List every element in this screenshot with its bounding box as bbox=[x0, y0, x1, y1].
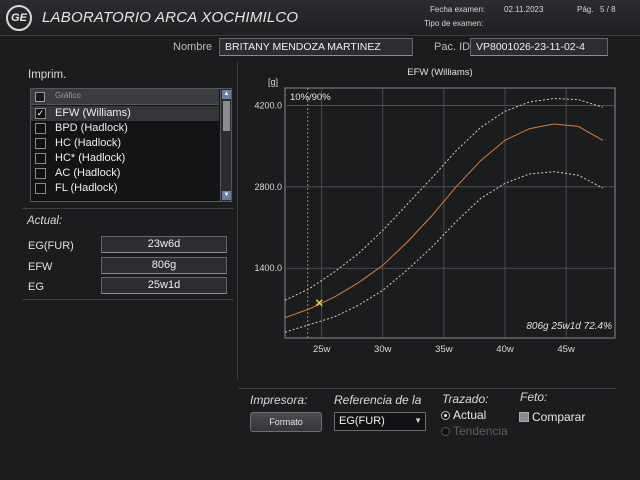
measurement-marker bbox=[315, 299, 323, 307]
scroll-thumb[interactable] bbox=[223, 101, 230, 131]
ga-label: EG bbox=[28, 281, 44, 293]
efw-value: 806g bbox=[101, 257, 227, 274]
printer-label: Impresora: bbox=[250, 393, 308, 407]
print-section-title: Imprim. bbox=[28, 69, 67, 81]
ga-lmp-label: EG(FUR) bbox=[28, 240, 74, 252]
trace-label: Trazado: bbox=[442, 392, 489, 406]
select-all-checkbox[interactable] bbox=[35, 92, 45, 102]
list-header-label: Gráfico bbox=[55, 91, 81, 100]
chevron-down-icon: ▼ bbox=[414, 416, 422, 425]
x-tick-label: 30w bbox=[374, 344, 392, 355]
list-scrollbar[interactable]: ▲ ▼ bbox=[220, 89, 231, 201]
trace-trend-radio[interactable] bbox=[441, 427, 450, 436]
reference-select-value: EG(FUR) bbox=[339, 415, 385, 427]
section-divider bbox=[22, 208, 234, 209]
chart-list-label: HC* (Hadlock) bbox=[55, 152, 126, 164]
measurement-readout: 806g 25w1d 72.4% bbox=[526, 321, 612, 332]
section-divider bbox=[22, 299, 234, 300]
exam-type-label: Tipo de examen: bbox=[424, 19, 484, 28]
chart-list-label: FL (Hadlock) bbox=[55, 182, 118, 194]
chart-list-checkbox[interactable] bbox=[35, 153, 46, 164]
x-tick-label: 45w bbox=[557, 344, 575, 355]
reference-select[interactable]: EG(FUR) ▼ bbox=[334, 412, 426, 431]
exam-date-value: 02.11.2023 bbox=[504, 5, 544, 14]
chart-list-item[interactable]: BPD (Hadlock) bbox=[31, 121, 219, 136]
plot-frame bbox=[284, 87, 616, 339]
y-tick-label: 4200.0 bbox=[254, 100, 282, 110]
chart-list-label: EFW (Williams) bbox=[55, 107, 131, 119]
exam-date-label: Fecha examen: bbox=[430, 5, 486, 14]
lab-title: LABORATORIO ARCA XOCHIMILCO bbox=[42, 9, 299, 26]
scroll-down-icon[interactable]: ▼ bbox=[222, 191, 231, 200]
chart-list-item[interactable]: AC (Hadlock) bbox=[31, 166, 219, 181]
list-header: Gráfico bbox=[31, 89, 219, 105]
page-value: 5 / 8 bbox=[600, 5, 616, 14]
chart-list-item[interactable]: ✓ EFW (Williams) bbox=[31, 106, 219, 121]
ga-lmp-value: 23w6d bbox=[101, 236, 227, 253]
reference-label: Referencia de la bbox=[334, 393, 422, 407]
upper-percentile-curve bbox=[284, 97, 603, 301]
compare-checkbox[interactable] bbox=[519, 412, 529, 422]
x-tick-label: 40w bbox=[496, 344, 514, 355]
name-label: Nombre bbox=[173, 41, 213, 53]
fetus-label: Feto: bbox=[520, 390, 548, 404]
chart-list-checkbox[interactable]: ✓ bbox=[35, 108, 46, 119]
bottom-divider bbox=[238, 388, 616, 389]
panel-divider bbox=[237, 62, 238, 380]
page-label: Pág. bbox=[577, 5, 594, 14]
chart-list-label: AC (Hadlock) bbox=[55, 167, 121, 179]
actual-section-title: Actual: bbox=[27, 215, 63, 227]
chart-list-checkbox[interactable] bbox=[35, 168, 46, 179]
trace-actual-radio[interactable] bbox=[441, 411, 450, 420]
chart-list-checkbox[interactable] bbox=[35, 183, 46, 194]
compare-label: Comparar bbox=[532, 410, 586, 424]
trace-trend-label: Tendencia bbox=[453, 424, 508, 438]
ga-value: 25w1d bbox=[101, 277, 227, 294]
percentile-label: 10%/90% bbox=[290, 92, 331, 103]
median-curve bbox=[284, 123, 604, 319]
chart-list-item[interactable]: HC* (Hadlock) bbox=[31, 151, 219, 166]
lower-percentile-curve bbox=[284, 171, 604, 333]
name-field[interactable]: BRITANY MENDOZA MARTINEZ bbox=[219, 38, 413, 56]
efw-growth-chart: 1400.0 2800.0 4200.0 25w 30w 35w 40w 45w [g] 10%/… bbox=[254, 77, 616, 355]
chart-list-item[interactable]: HC (Hadlock) bbox=[31, 136, 219, 151]
patient-id-label: Pac. ID bbox=[434, 41, 471, 53]
x-tick-label: 35w bbox=[435, 344, 453, 355]
y-tick-label: 1400.0 bbox=[254, 263, 282, 273]
patient-id-field[interactable]: VP8001026-23-11-02-4 bbox=[470, 38, 608, 56]
ge-logo: GE bbox=[6, 5, 32, 31]
chart-list-label: BPD (Hadlock) bbox=[55, 122, 128, 134]
trace-actual-label: Actual bbox=[453, 408, 487, 422]
y-axis-unit-label: [g] bbox=[268, 77, 278, 87]
y-tick-label: 2800.0 bbox=[254, 182, 282, 192]
chart-list-label: HC (Hadlock) bbox=[55, 137, 122, 149]
x-tick-label: 25w bbox=[313, 344, 331, 355]
chart-list-item[interactable]: FL (Hadlock) bbox=[31, 181, 219, 196]
chart-list: Gráfico ✓ EFW (Williams) BPD (Hadlock) HC (… bbox=[30, 88, 232, 202]
chart-title: EFW (Williams) bbox=[407, 67, 473, 78]
efw-label: EFW bbox=[28, 261, 53, 273]
scroll-up-icon[interactable]: ▲ bbox=[222, 90, 231, 99]
format-button[interactable]: Formato bbox=[250, 412, 322, 432]
chart-list-checkbox[interactable] bbox=[35, 138, 46, 149]
header-bar: GE LABORATORIO ARCA XOCHIMILCO Fecha exa… bbox=[0, 0, 640, 36]
chart-list-checkbox[interactable] bbox=[35, 123, 46, 134]
